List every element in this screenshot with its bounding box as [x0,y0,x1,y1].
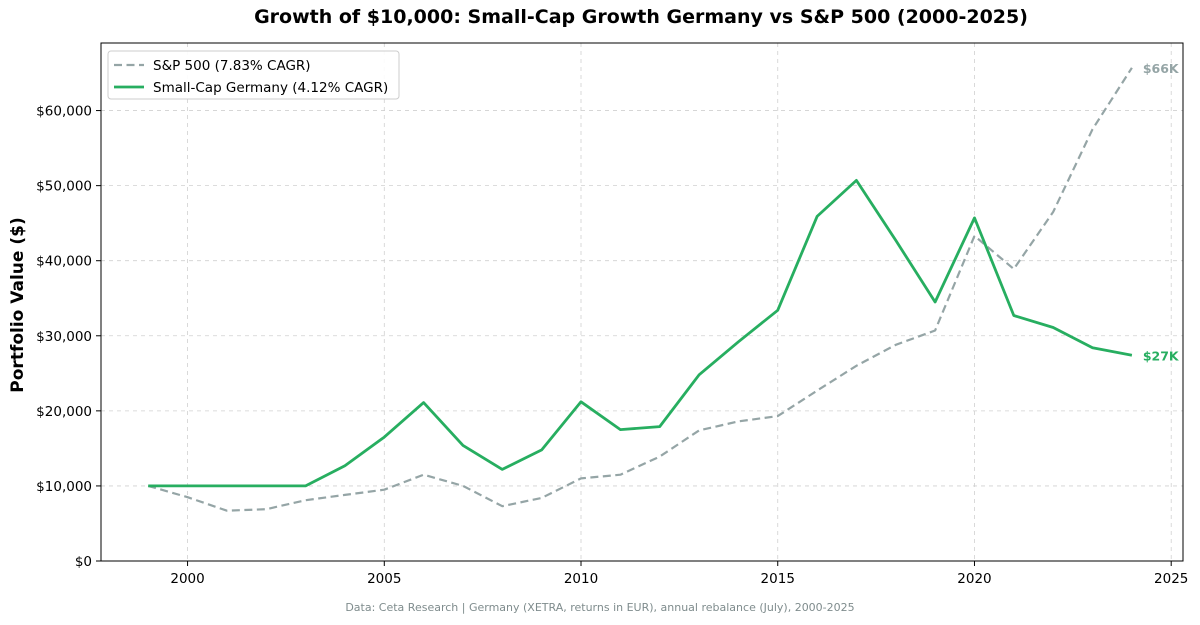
series-lines [147,67,1133,512]
legend-entry: Small-Cap Germany (4.12% CAGR) [153,80,388,96]
y-tick-label: $30,000 [36,329,92,345]
x-tick-label: 2020 [957,571,991,587]
axes: $0 $10,000 $20,000 $30,000 $40,000 $50,000 $60… [36,42,1188,587]
y-tick-label: $40,000 [36,254,92,270]
series-line-1 [148,178,1133,488]
y-tick-label: $60,000 [36,104,92,120]
y-tick-label: $0 [75,554,92,570]
grid [101,43,1183,562]
x-tick-label: 2025 [1154,571,1188,587]
y-tick-label: $50,000 [36,179,92,195]
legend-box [107,50,400,100]
x-tick-label: 2000 [170,571,204,587]
legend-entry: S&P 500 (7.83% CAGR) [153,58,311,74]
legend: S&P 500 (7.83% CAGR) Small-Cap Germany (4… [107,50,400,100]
end-value-label: $66K [1143,61,1180,76]
data-source-footer: Data: Ceta Research | Germany (XETRA, re… [345,601,855,614]
x-tick-label: 2005 [367,571,401,587]
y-tick-label: $20,000 [36,404,92,420]
x-tick-label: 2010 [564,571,598,587]
end-labels: $66K $27K [1143,61,1180,364]
chart-title: Growth of $10,000: Small-Cap Growth Germ… [254,6,1028,28]
x-tick-label: 2015 [761,571,795,587]
end-value-label: $27K [1143,348,1180,363]
y-tick-label: $10,000 [36,479,92,495]
series-line-0 [147,67,1133,512]
y-axis-label: Portfolio Value ($) [8,217,28,392]
plot-frame [100,42,1184,562]
